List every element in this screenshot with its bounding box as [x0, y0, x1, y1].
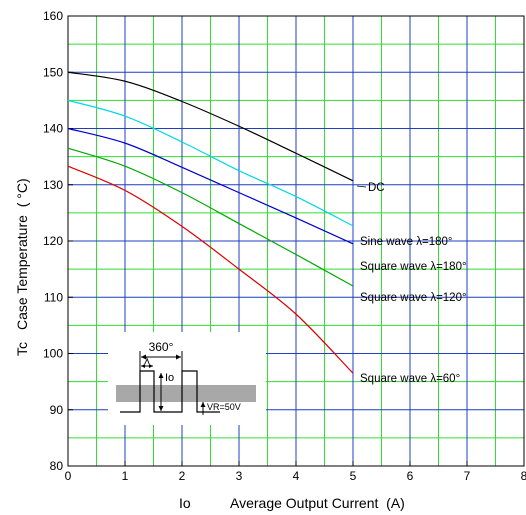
inset-period-label: 360°: [149, 340, 174, 354]
inset-period-arrowhead-left: [141, 354, 146, 360]
inset-current-label: Io: [165, 372, 174, 384]
y-tick-label: 90: [50, 403, 64, 417]
y-tick-label: 140: [43, 122, 63, 136]
x-tick-label: 0: [65, 469, 72, 483]
y-tick-label: 100: [43, 347, 63, 361]
y-axis-symbol: Tc: [14, 342, 30, 356]
inset-period-arrowhead-right: [176, 354, 181, 360]
x-tick-label: 4: [293, 469, 300, 483]
x-tick-label: 8: [521, 469, 526, 483]
series-line: [67, 147, 354, 287]
series-label: Sine wave λ=180°: [360, 236, 453, 248]
inset-reverse-voltage-band: [116, 385, 256, 402]
series-label: Square wave λ=180°: [360, 261, 467, 273]
series-lines: [67, 71, 354, 374]
inset-current-arrowhead-top: [158, 373, 164, 378]
series-label: Square wave λ=60°: [360, 373, 460, 385]
y-tick-label: 80: [50, 459, 64, 473]
x-tick-label: 2: [179, 469, 186, 483]
series-label: Square wave λ=120°: [360, 292, 467, 304]
inset-square-wave: [120, 370, 220, 413]
x-tick-label: 6: [407, 469, 414, 483]
y-tick-label: 130: [43, 178, 63, 192]
series-label-leader: [356, 185, 367, 188]
y-axis-title: Case Temperature ( °C): [14, 178, 30, 330]
series-labels: DC Sine wave λ=180° Square wave λ=180° Squa…: [356, 182, 467, 385]
inset-voltage-arrowhead: [200, 402, 206, 407]
inset-width-arrowhead-right: [149, 364, 153, 368]
inset-current-arrowhead-bottom: [158, 406, 164, 411]
series-line: [67, 71, 354, 182]
x-tick-label: 5: [350, 469, 357, 483]
y-tick-label: 150: [43, 65, 63, 79]
y-tick-label: 120: [43, 234, 63, 248]
x-axis-symbol: Io: [179, 495, 191, 511]
x-axis-title: Average Output Current (A): [230, 495, 405, 511]
major-grid: [68, 16, 524, 466]
series-label: DC: [368, 182, 385, 194]
x-tick-label: 1: [122, 469, 129, 483]
y-tick-label: 160: [43, 9, 63, 23]
series-line: [67, 127, 354, 245]
x-tick-label: 7: [464, 469, 471, 483]
inset-background: [108, 332, 266, 425]
axis-ticks: 0 1 2 3 4 5 6 7 8 80 90 100 110 120 130 140 150 160: [43, 9, 526, 483]
inset-width-arrowhead-left: [141, 364, 145, 368]
series-line: [67, 165, 354, 374]
y-tick-label: 110: [44, 290, 63, 304]
x-tick-label: 3: [236, 469, 243, 483]
waveform-inset: 360° λ Io VR=50V: [108, 332, 266, 425]
inset-voltage-label: VR=50V: [207, 402, 241, 412]
series-line: [67, 99, 354, 227]
inset-width-label: λ: [144, 356, 150, 367]
